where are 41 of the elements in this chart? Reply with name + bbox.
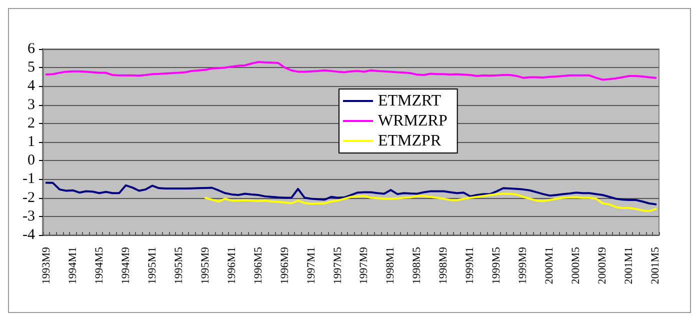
x-tick-label: 1994M9	[120, 246, 132, 284]
y-tick-label: 6	[28, 41, 36, 57]
x-tick-label: 2001M1	[623, 247, 636, 284]
legend-label: ETMZPR	[378, 132, 442, 150]
y-tick-label: 4	[28, 78, 36, 94]
x-tick-label: 1994M1	[66, 247, 79, 284]
y-tick-label: -2	[22, 190, 35, 206]
x-tick-label: 1995M9	[199, 246, 212, 284]
y-tick-label: 3	[28, 96, 35, 113]
x-tick-label: 2000M5	[570, 246, 582, 284]
x-tick-label: 1998M9	[438, 246, 450, 284]
x-tick-label: 2001M5	[650, 246, 662, 284]
y-tick-label: 1	[28, 134, 35, 150]
line-series	[45, 182, 657, 206]
y-tick-label: -3	[22, 208, 35, 224]
line-series	[204, 192, 657, 212]
x-tick-label: 1993M9	[40, 246, 52, 284]
legend-label: WRMZRP	[378, 112, 448, 130]
y-tick-label: -1	[22, 171, 35, 188]
x-tick-label: 1994M5	[93, 246, 106, 284]
y-tick-label: 2	[28, 115, 35, 132]
x-tick-label: 1999M9	[517, 246, 530, 284]
y-tick-label: -4	[22, 227, 36, 243]
x-tick-label: 2000M1	[544, 247, 556, 284]
x-tick-label: 1999M1	[464, 247, 476, 284]
x-tick-label: 1997M1	[305, 247, 318, 284]
x-tick-label: 2000M9	[596, 246, 609, 284]
x-tick-label: 1995M1	[146, 247, 158, 284]
x-tick-label: 1999M5	[490, 246, 503, 284]
y-tick-label: 0	[28, 152, 35, 169]
x-tick-label: 1997M9	[358, 246, 370, 284]
x-tick-label: 1996M1	[226, 247, 238, 284]
x-tick-label: 1996M9	[278, 246, 291, 284]
x-tick-label: 1997M5	[332, 246, 344, 284]
x-tick-label: 1995M5	[172, 246, 185, 284]
y-tick-label: 5	[28, 60, 35, 76]
x-tick-label: 1998M5	[411, 246, 424, 284]
legend-label: ETMZRT	[378, 92, 442, 110]
x-tick-label: 1996M5	[252, 246, 264, 284]
line-series	[45, 61, 657, 81]
x-tick-label: 1998M1	[384, 247, 397, 284]
